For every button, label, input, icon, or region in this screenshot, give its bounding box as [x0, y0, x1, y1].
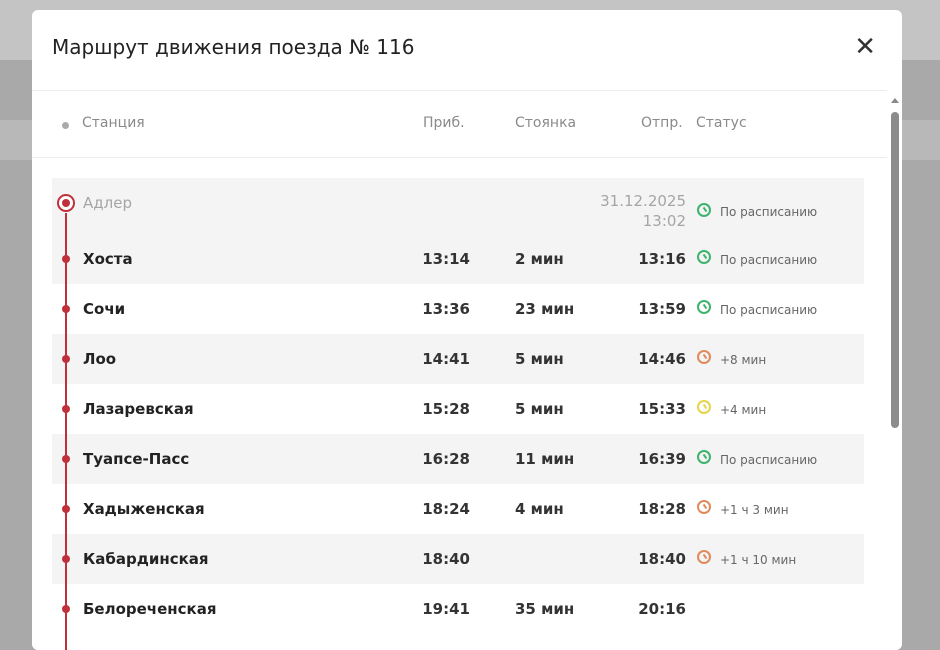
status-text: +4 мин — [720, 403, 767, 417]
col-arrival: Приб. — [423, 115, 465, 131]
arrival-time: 13:36 — [422, 300, 470, 318]
col-stop: Стоянка — [515, 115, 577, 131]
station-name: Адлер — [83, 194, 132, 212]
station-row[interactable]: Лоо 14:41 5 мин 14:46 +8 мин — [52, 334, 864, 384]
station-name: Хоста — [83, 250, 133, 268]
station-name: Лоо — [83, 350, 117, 368]
stop-duration: 2 мин — [515, 250, 564, 268]
departure-time: 16:39 — [638, 450, 686, 468]
station-row[interactable]: Кабардинская 18:40 18:40 +1 ч 10 мин — [52, 534, 864, 584]
arrival-time: 14:41 — [422, 350, 470, 368]
status-text: +1 ч 3 мин — [720, 503, 789, 517]
clock-icon — [697, 500, 711, 514]
clock-icon — [697, 450, 711, 464]
origin-row[interactable]: Адлер 31.12.2025 13:02 По расписанию — [52, 178, 864, 234]
route-line — [65, 213, 67, 650]
arrival-time: 18:40 — [422, 550, 470, 568]
clock-icon — [697, 250, 711, 264]
scrollbar-thumb[interactable] — [891, 112, 899, 428]
departure-time: 13:02 — [642, 212, 686, 230]
arrival-time: 15:28 — [422, 400, 470, 418]
col-departure: Отпр. — [641, 115, 683, 131]
stop-duration: 4 мин — [515, 500, 564, 518]
clock-icon — [697, 400, 711, 414]
arrival-time: 19:41 — [422, 600, 470, 618]
status-text: По расписанию — [720, 205, 818, 219]
station-row[interactable]: Лазаревская 15:28 5 мин 15:33 +4 мин — [52, 384, 864, 434]
scroll-up-arrow-icon[interactable] — [891, 98, 899, 103]
stop-duration: 23 мин — [515, 300, 575, 318]
col-station: Станция — [82, 115, 145, 131]
station-name: Белореченская — [83, 600, 217, 618]
status-text: +1 ч 10 мин — [720, 553, 797, 567]
clock-icon — [697, 550, 711, 564]
departure-date: 31.12.2025 — [600, 192, 686, 210]
divider — [32, 157, 887, 158]
departure-time: 18:28 — [638, 500, 686, 518]
departure-time: 20:16 — [638, 600, 686, 618]
status-text: По расписанию — [720, 253, 818, 267]
origin-marker-icon — [57, 194, 75, 212]
station-name: Хадыженская — [83, 500, 205, 518]
route-dialog: Маршрут движения поезда № 116 ✕ Станция … — [32, 10, 902, 650]
arrival-time: 18:24 — [422, 500, 470, 518]
clock-icon — [697, 350, 711, 364]
col-status: Статус — [696, 115, 747, 131]
status-text: +8 мин — [720, 353, 767, 367]
header-dot-icon — [62, 122, 69, 129]
status-text: По расписанию — [720, 303, 818, 317]
departure-time: 15:33 — [638, 400, 686, 418]
status-text: По расписанию — [720, 453, 818, 467]
departure-time: 14:46 — [638, 350, 686, 368]
station-name: Кабардинская — [83, 550, 209, 568]
station-row[interactable]: Хадыженская 18:24 4 мин 18:28 +1 ч 3 мин — [52, 484, 864, 534]
stop-duration: 5 мин — [515, 350, 564, 368]
departure-time: 13:59 — [638, 300, 686, 318]
station-row[interactable]: Белореченская 19:41 35 мин 20:16 — [52, 584, 864, 634]
arrival-time: 16:28 — [422, 450, 470, 468]
scrollbar[interactable] — [888, 98, 902, 650]
clock-icon — [697, 300, 711, 314]
station-row[interactable]: Сочи 13:36 23 мин 13:59 По расписанию — [52, 284, 864, 334]
station-name: Лазаревская — [83, 400, 194, 418]
station-row[interactable]: Хоста 13:14 2 мин 13:16 По расписанию — [52, 234, 864, 284]
stop-duration: 35 мин — [515, 600, 575, 618]
departure-datetime: 31.12.2025 13:02 — [600, 192, 686, 232]
stop-duration: 11 мин — [515, 450, 575, 468]
station-name: Туапсе-Пасс — [83, 450, 190, 468]
departure-time: 13:16 — [638, 250, 686, 268]
divider — [32, 90, 887, 91]
station-name: Сочи — [83, 300, 126, 318]
dialog-title: Маршрут движения поезда № 116 — [52, 35, 415, 59]
arrival-time: 13:14 — [422, 250, 470, 268]
clock-icon — [697, 203, 711, 217]
stop-duration: 5 мин — [515, 400, 564, 418]
station-row[interactable]: Туапсе-Пасс 16:28 11 мин 16:39 По распис… — [52, 434, 864, 484]
close-icon[interactable]: ✕ — [854, 32, 876, 62]
departure-time: 18:40 — [638, 550, 686, 568]
